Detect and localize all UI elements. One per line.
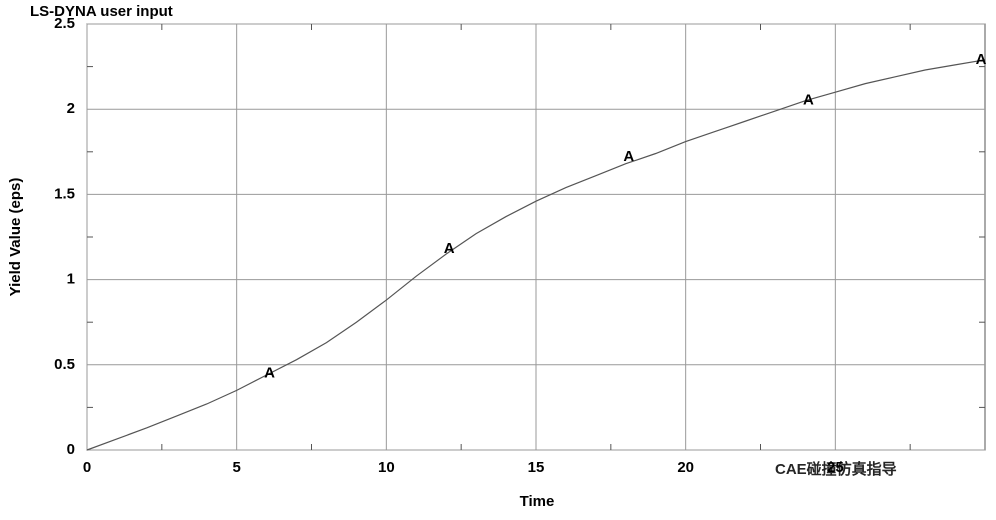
y-tick-label: 0 [67,441,75,458]
marker: A [264,364,275,381]
y-tick-label: 1.5 [54,185,75,202]
x-tick-label: 10 [378,459,395,476]
marker: A [803,92,814,109]
y-tick-label: 1 [67,271,75,288]
watermark: CAE碰撞仿真指导 [775,460,897,478]
y-tick-label: 2.5 [54,15,75,32]
chart-title: LS-DYNA user input [30,3,173,20]
x-tick-label: 20 [677,459,694,476]
y-axis-label: Yield Value (eps) [7,178,24,297]
marker: A [623,148,634,165]
x-tick-label: 5 [232,459,240,476]
marker: A [976,51,987,68]
x-tick-label: 25 [827,459,844,476]
x-tick-label: 15 [528,459,545,476]
y-tick-label: 2 [67,100,75,117]
marker: A [444,240,455,257]
y-tick-label: 0.5 [54,356,75,373]
line [86,59,986,451]
x-tick-label: 0 [83,459,91,476]
x-axis-label: Time [520,493,555,510]
